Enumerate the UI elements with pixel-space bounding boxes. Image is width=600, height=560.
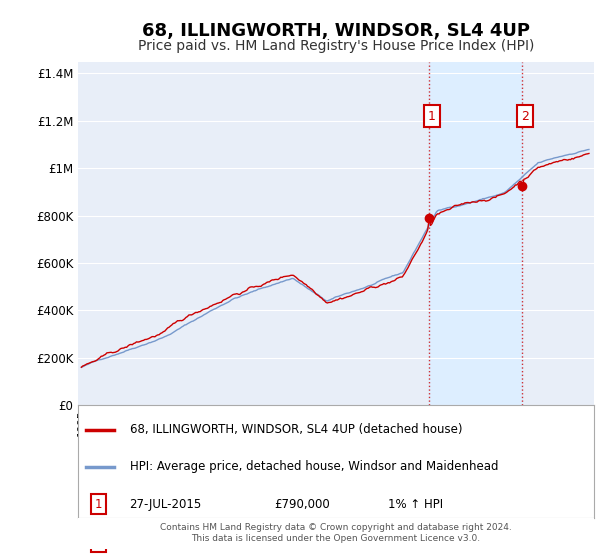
Text: 1: 1: [95, 498, 103, 511]
Text: 68, ILLINGWORTH, WINDSOR, SL4 4UP (detached house): 68, ILLINGWORTH, WINDSOR, SL4 4UP (detac…: [130, 423, 462, 436]
Text: £925,000: £925,000: [274, 536, 330, 549]
Text: 4% ↑ HPI: 4% ↑ HPI: [388, 536, 443, 549]
Bar: [430, 62, 523, 405]
Text: Price paid vs. HM Land Registry's House Price Index (HPI): Price paid vs. HM Land Registry's House …: [138, 39, 534, 53]
Text: £790,000: £790,000: [274, 498, 330, 511]
Text: 1: 1: [428, 110, 436, 123]
Text: 1% ↑ HPI: 1% ↑ HPI: [388, 498, 443, 511]
Text: HPI: Average price, detached house, Windsor and Maidenhead: HPI: Average price, detached house, Wind…: [130, 460, 498, 473]
Text: 22-JAN-2021: 22-JAN-2021: [130, 536, 204, 549]
Text: 2: 2: [521, 110, 529, 123]
Text: 68, ILLINGWORTH, WINDSOR, SL4 4UP: 68, ILLINGWORTH, WINDSOR, SL4 4UP: [142, 22, 530, 40]
Text: 27-JUL-2015: 27-JUL-2015: [130, 498, 202, 511]
Text: Contains HM Land Registry data © Crown copyright and database right 2024.
This d: Contains HM Land Registry data © Crown c…: [160, 524, 512, 543]
Text: 2: 2: [95, 536, 103, 549]
